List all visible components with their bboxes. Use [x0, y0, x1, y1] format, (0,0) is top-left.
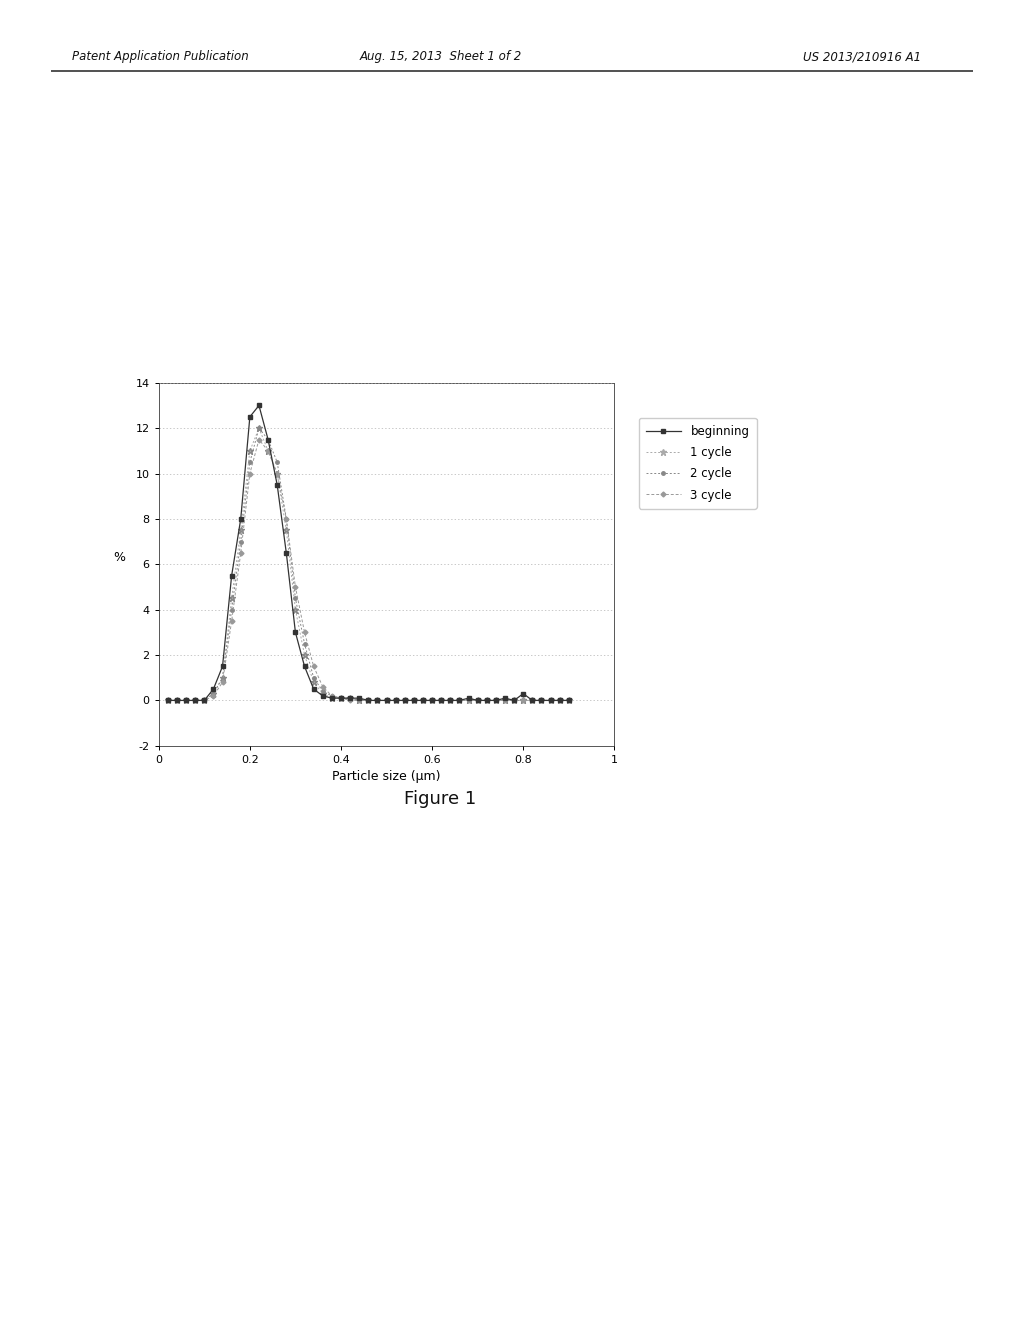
Y-axis label: %: % [113, 552, 125, 565]
Legend: beginning, 1 cycle, 2 cycle, 3 cycle: beginning, 1 cycle, 2 cycle, 3 cycle [639, 417, 757, 508]
Text: Figure 1: Figure 1 [404, 789, 476, 808]
Text: Patent Application Publication: Patent Application Publication [72, 50, 249, 63]
X-axis label: Particle size (μm): Particle size (μm) [333, 771, 440, 783]
Text: US 2013/210916 A1: US 2013/210916 A1 [804, 50, 922, 63]
Text: Aug. 15, 2013  Sheet 1 of 2: Aug. 15, 2013 Sheet 1 of 2 [359, 50, 521, 63]
